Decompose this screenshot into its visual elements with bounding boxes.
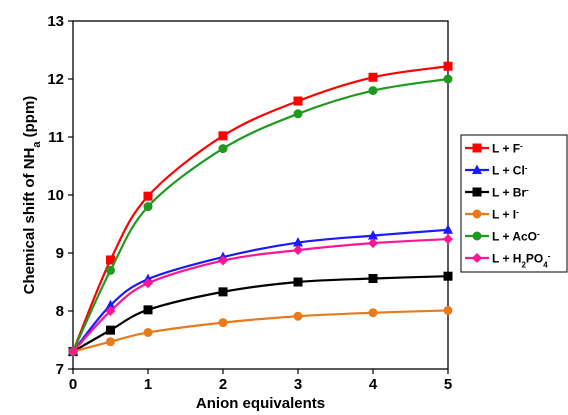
data-point bbox=[218, 255, 228, 266]
y-tick-label: 7 bbox=[56, 361, 64, 378]
data-point bbox=[143, 327, 153, 337]
data-point bbox=[443, 271, 453, 281]
legend-box bbox=[460, 134, 568, 273]
series-3 bbox=[68, 271, 453, 357]
legend-swatch-marker bbox=[472, 187, 482, 197]
data-point bbox=[443, 234, 453, 245]
legend-swatch-marker bbox=[472, 164, 482, 174]
y-tick-label: 13 bbox=[47, 13, 64, 30]
legend-swatch-marker bbox=[472, 209, 482, 219]
series-line bbox=[72, 237, 449, 353]
legend-label: L + Cl- bbox=[492, 163, 528, 178]
data-point bbox=[443, 305, 453, 315]
data-point bbox=[106, 265, 115, 275]
legend-swatch-marker bbox=[472, 253, 482, 263]
data-point bbox=[293, 96, 303, 106]
data-point bbox=[106, 325, 115, 335]
series-line bbox=[72, 275, 449, 353]
y-tick-label: 11 bbox=[48, 129, 64, 146]
legend-item: L + I- bbox=[465, 207, 519, 222]
legend-label: L + AcO- bbox=[492, 229, 540, 244]
data-point bbox=[143, 278, 153, 289]
y-tick-label: 8 bbox=[56, 303, 64, 320]
series-line bbox=[72, 309, 449, 353]
data-point bbox=[368, 230, 378, 240]
x-tick-label: 3 bbox=[294, 376, 302, 393]
data-point bbox=[443, 61, 453, 71]
x-tick-label: 4 bbox=[369, 376, 378, 393]
y-tick-label: 9 bbox=[56, 245, 64, 262]
data-point bbox=[368, 238, 378, 249]
data-point bbox=[68, 346, 78, 357]
legend-item: L + F- bbox=[465, 141, 523, 156]
series-line bbox=[72, 228, 449, 353]
data-point bbox=[105, 306, 116, 316]
data-point bbox=[368, 274, 378, 284]
data-point bbox=[293, 311, 303, 321]
data-point bbox=[443, 224, 453, 234]
data-point bbox=[293, 237, 303, 247]
series-line bbox=[71, 65, 449, 353]
data-point bbox=[218, 131, 228, 141]
data-point bbox=[368, 72, 378, 82]
legend: L + F- L + Cl- L + Br- L + I- L + AcO- L + H2… bbox=[460, 134, 568, 273]
x-tick-label: 1 bbox=[144, 376, 152, 393]
data-point bbox=[368, 86, 378, 96]
legend-swatch-marker bbox=[472, 143, 482, 153]
data-point bbox=[143, 202, 153, 212]
data-point bbox=[293, 277, 303, 287]
legend-item: L + AcO- bbox=[465, 229, 540, 244]
x-tick-label: 2 bbox=[219, 376, 227, 393]
data-point bbox=[106, 255, 115, 265]
legend-item: L + H2PO4- bbox=[465, 251, 551, 269]
y-tick-label: 10 bbox=[47, 187, 64, 204]
series-4 bbox=[68, 305, 453, 357]
data-point bbox=[218, 318, 228, 328]
legend-swatch-marker bbox=[472, 231, 482, 241]
legend-label: L + Br- bbox=[492, 185, 529, 200]
y-axis-title: Chemical shift of NHa (ppm) bbox=[21, 96, 43, 295]
legend-label: L + F- bbox=[492, 141, 523, 156]
x-tick-label: 5 bbox=[444, 376, 452, 393]
data-point bbox=[218, 287, 228, 297]
data-point bbox=[106, 337, 115, 347]
x-axis-title: Anion equivalents bbox=[196, 395, 325, 412]
legend-item: L + Br- bbox=[465, 185, 529, 200]
data-point bbox=[105, 299, 116, 310]
series-2 bbox=[68, 224, 453, 356]
data-point bbox=[218, 144, 228, 154]
series-layer bbox=[68, 61, 453, 357]
legend-label: L + H2PO4- bbox=[492, 251, 551, 269]
data-point bbox=[368, 308, 378, 318]
x-tick-label: 0 bbox=[69, 376, 77, 393]
data-point bbox=[443, 74, 453, 84]
series-6 bbox=[68, 234, 453, 357]
legend-label: L + I- bbox=[492, 207, 519, 222]
y-tick-label: 12 bbox=[47, 71, 64, 88]
legend-item: L + Cl- bbox=[465, 163, 528, 178]
data-point bbox=[293, 245, 303, 256]
data-point bbox=[293, 109, 303, 119]
series-line bbox=[72, 77, 449, 353]
data-point bbox=[143, 191, 153, 201]
data-point bbox=[143, 305, 153, 315]
